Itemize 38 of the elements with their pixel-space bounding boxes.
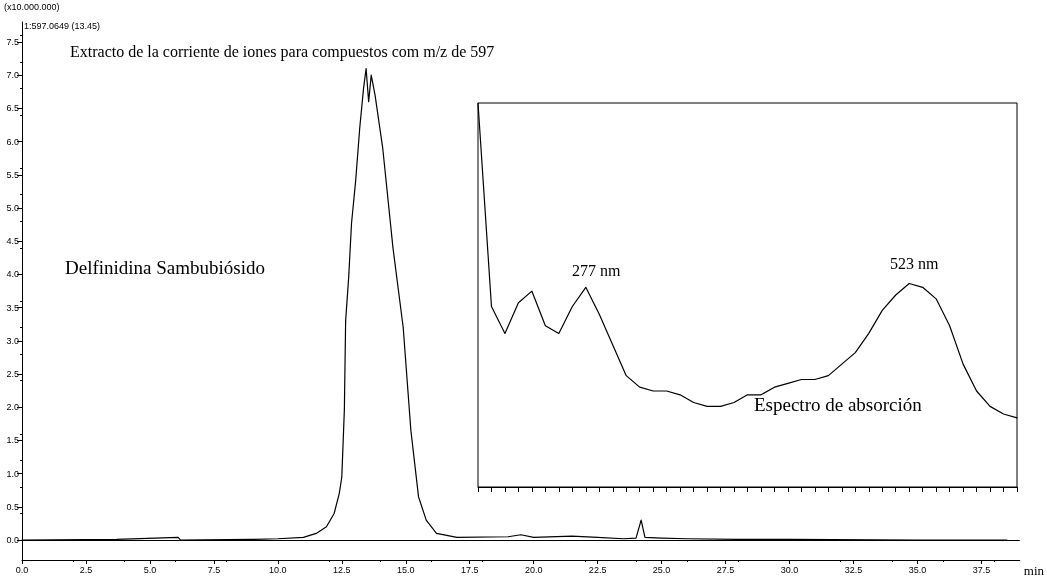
annotation: Espectro de absorción <box>754 394 923 415</box>
chart-subtitle: 1:597.0649 (13.45) <box>24 20 101 31</box>
x-axis-title: min <box>1023 563 1045 578</box>
text: Extracto de la corriente de iones para compuestos com m/z de 597 <box>70 42 495 61</box>
y-tick-label: 2.0 <box>6 402 19 413</box>
x-tick-label: 20.0 <box>524 564 543 575</box>
x-tick-label: 22.5 <box>588 564 607 575</box>
annotation: 523 nm <box>890 254 939 272</box>
x-tick-label: 25.0 <box>652 564 671 575</box>
y-tick-label: 3.0 <box>6 335 19 346</box>
x-tick-label: 32.5 <box>844 564 863 575</box>
y-tick-label: 0.5 <box>6 501 19 512</box>
x-tick-label: 10.0 <box>269 564 287 575</box>
x-tick-label: 30.0 <box>780 564 799 575</box>
x-tick-label: 35.0 <box>908 564 927 575</box>
x-tick-label: 12.5 <box>333 564 351 575</box>
y-tick-label: 5.5 <box>6 169 19 180</box>
x-tick-label: 5.0 <box>143 564 157 575</box>
annotation: 277 nm <box>572 261 621 279</box>
x-tick-label: 0.0 <box>15 564 29 575</box>
y-tick-label: 5.0 <box>6 202 19 213</box>
y-tick-label: 1.0 <box>6 468 19 479</box>
x-tick-label: 7.5 <box>207 564 221 575</box>
x-tick-label: 37.5 <box>972 564 991 575</box>
x-tick-label: 17.5 <box>460 564 479 575</box>
y-tick-label: 4.5 <box>6 236 19 247</box>
y-tick-label: 7.5 <box>6 36 19 47</box>
y-tick-label: 6.5 <box>6 103 19 114</box>
x-tick-label: 2.5 <box>79 564 93 575</box>
x-tick-label: 27.5 <box>716 564 735 575</box>
y-tick-label: 1.5 <box>6 435 19 446</box>
annotation: Delfinidina Sambubiósido <box>65 257 266 278</box>
y-tick-label: 0.0 <box>6 535 19 546</box>
y-tick-label: 2.5 <box>6 369 19 380</box>
y-axis-title: (x10.000.000) <box>4 1 60 12</box>
y-tick-label: 6.0 <box>6 136 19 147</box>
x-tick-label: 15.0 <box>396 564 415 575</box>
y-tick-label: 3.5 <box>6 302 19 313</box>
